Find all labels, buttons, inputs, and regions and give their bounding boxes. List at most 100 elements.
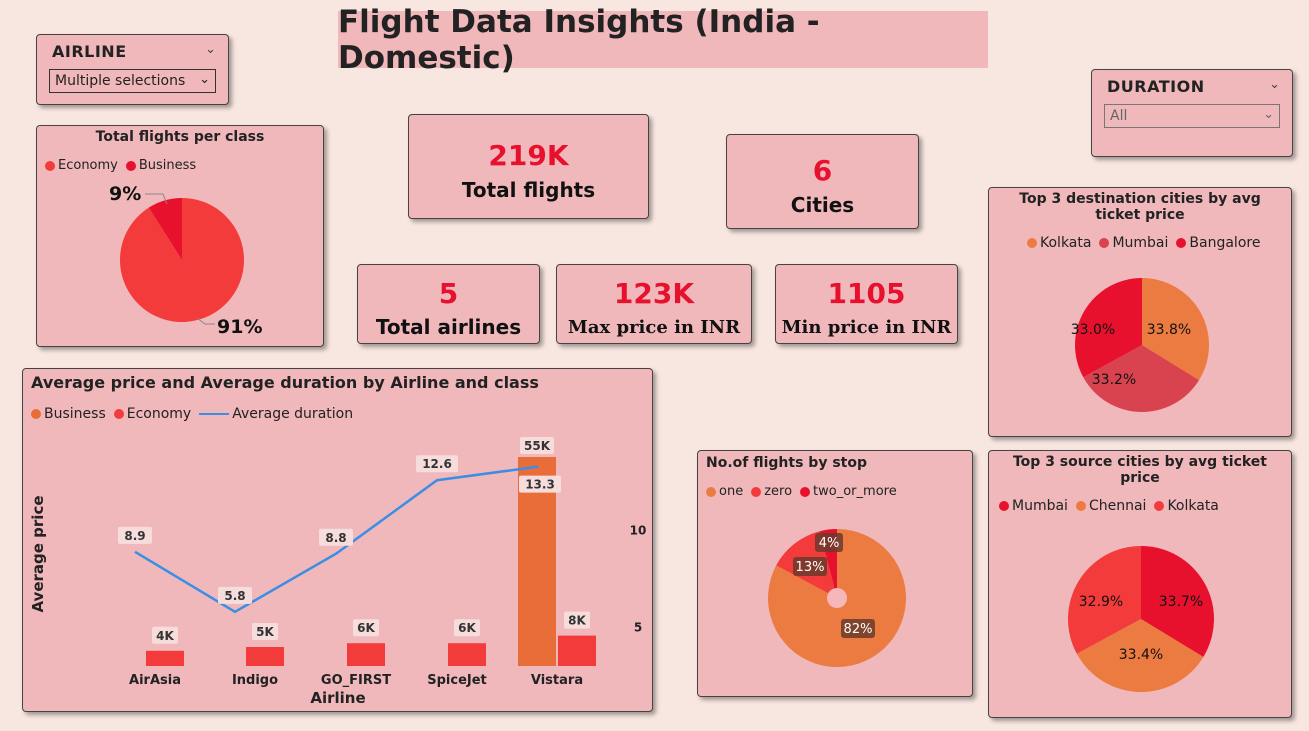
- legend-item[interactable]: two_or_more: [800, 484, 897, 499]
- legend-item[interactable]: Economy: [45, 158, 118, 173]
- dropdown-arrow-icon[interactable]: ⌄: [199, 72, 210, 87]
- slice-label: 33.2%: [1092, 372, 1136, 388]
- kpi-total-flights: 219K Total flights: [408, 114, 649, 219]
- x-tick-label: AirAsia: [129, 673, 181, 688]
- data-label-bg: [519, 475, 561, 493]
- data-label: 12.6: [422, 457, 452, 471]
- dest-pie-card: Top 3 destination cities by avg ticket p…: [988, 187, 1292, 437]
- legend-label: Chennai: [1088, 498, 1147, 514]
- legend-item[interactable]: zero: [751, 484, 792, 499]
- slice-label: 33.4%: [1119, 647, 1163, 663]
- chevron-down-icon[interactable]: ⌄: [1269, 77, 1280, 92]
- data-label: 13.3: [525, 478, 555, 492]
- legend-label: Kolkata: [1040, 235, 1092, 251]
- legend-item[interactable]: Business: [31, 406, 106, 422]
- bar-economy[interactable]: [448, 643, 486, 666]
- legend-item[interactable]: Mumbai: [1099, 235, 1168, 251]
- pie-slice-kolkata[interactable]: [1142, 278, 1209, 381]
- legend-label: Business: [44, 406, 106, 422]
- dropdown-arrow-icon[interactable]: ⌄: [1263, 107, 1274, 122]
- legend-label: two_or_more: [813, 484, 897, 499]
- duration-select-value: All: [1110, 108, 1128, 124]
- slice-label: 33.7%: [1159, 594, 1203, 610]
- slice-label: 4%: [819, 536, 840, 551]
- data-label-bg: [353, 619, 379, 637]
- legend-item[interactable]: Kolkata: [1154, 498, 1219, 514]
- kpi-cities-label: Cities: [790, 193, 855, 217]
- slice-label: 33.8%: [1147, 322, 1191, 338]
- legend-label: one: [719, 484, 744, 499]
- data-label-bg: [252, 623, 278, 640]
- pie-slice-mumbai[interactable]: [1083, 345, 1200, 412]
- duration-select[interactable]: All ⌄: [1104, 104, 1280, 128]
- class-pie-svg: 9% 91%: [109, 183, 262, 338]
- airline-select-value: Multiple selections: [55, 73, 186, 89]
- source-pie-card: Top 3 source cities by avg ticket price …: [988, 450, 1292, 718]
- pie-slice-business[interactable]: [148, 198, 182, 260]
- data-label-bg: [152, 626, 178, 644]
- legend-item[interactable]: Chennai: [1075, 498, 1147, 514]
- data-label: 4K: [156, 629, 174, 643]
- legend-label: Business: [138, 158, 197, 173]
- pie-slice-kolkata[interactable]: [1068, 546, 1141, 654]
- class-pie-card: Total flights per class Economy Business…: [36, 125, 324, 347]
- data-label-bg: [218, 586, 252, 604]
- source-pie-title: Top 3 source cities by avg ticket price: [1012, 454, 1267, 486]
- stop-pie-title: No.of flights by stop: [706, 455, 867, 471]
- data-label: 6K: [458, 621, 476, 635]
- legend-item[interactable]: Business: [125, 158, 197, 173]
- data-label-bg: [416, 455, 458, 473]
- pie-slice-chennai[interactable]: [1076, 619, 1204, 692]
- kpi-cities-value: 6: [812, 154, 833, 187]
- data-label-bg: [520, 437, 554, 454]
- data-label-bg: [118, 526, 152, 544]
- data-label: 8.8: [325, 531, 346, 545]
- chevron-down-icon[interactable]: ⌄: [205, 42, 216, 57]
- airline-slicer-label: AIRLINE: [52, 42, 127, 61]
- bar-economy[interactable]: [347, 643, 385, 666]
- kpi-max-price-value: 123K: [613, 277, 695, 310]
- bar-economy[interactable]: [558, 635, 596, 666]
- data-label-bg: [319, 528, 353, 546]
- legend-label: Economy: [58, 158, 118, 173]
- stop-pie-svg: 82% 13% 4%: [768, 529, 906, 667]
- stop-pie-card: No.of flights by stop one zero two_or_mo…: [697, 450, 973, 697]
- airline-select[interactable]: Multiple selections ⌄: [49, 69, 216, 93]
- bar-economy[interactable]: [146, 650, 184, 666]
- kpi-min-price: 1105 Min price in INR: [775, 264, 958, 344]
- airline-slicer[interactable]: AIRLINE ⌄ Multiple selections ⌄: [36, 34, 229, 105]
- class-pie-legend: Economy Business: [45, 158, 196, 173]
- duration-slicer[interactable]: DURATION ⌄ All ⌄: [1091, 69, 1293, 157]
- slice-label: 13%: [796, 560, 825, 575]
- dest-pie-legend: Kolkata Mumbai Bangalore: [1027, 235, 1260, 251]
- data-label-bg: [454, 619, 480, 637]
- legend-item[interactable]: Economy: [113, 406, 192, 422]
- legend-label: Economy: [126, 406, 192, 422]
- pie-slice-bangalore[interactable]: [1075, 278, 1142, 378]
- legend-item[interactable]: Bangalore: [1176, 235, 1260, 251]
- y2-tick-label: 10: [630, 524, 647, 538]
- source-pie-svg: 33.7% 33.4% 32.9%: [1068, 546, 1214, 692]
- legend-item[interactable]: one: [706, 484, 743, 499]
- data-label: 6K: [357, 621, 375, 635]
- x-axis-label: Airline: [310, 689, 365, 707]
- legend-item[interactable]: Average duration: [199, 406, 353, 422]
- legend-label: zero: [764, 484, 793, 499]
- legend-item[interactable]: Kolkata: [1027, 235, 1091, 251]
- data-label: 8.9: [124, 529, 145, 543]
- source-pie-legend: Mumbai Chennai Kolkata: [999, 498, 1219, 514]
- pie-slice-mumbai[interactable]: [1141, 546, 1214, 657]
- combo-chart-card: Average price and Average duration by Ai…: [22, 368, 653, 712]
- slice-label: 32.9%: [1079, 594, 1123, 610]
- combo-legend: Business Economy Average duration: [31, 406, 353, 422]
- legend-item[interactable]: Mumbai: [999, 498, 1068, 514]
- dest-pie-svg: 33.8% 33.2% 33.0%: [1071, 278, 1209, 412]
- x-tick-label: SpiceJet: [427, 673, 487, 688]
- x-tick-label: Indigo: [232, 673, 278, 688]
- slice-label: 91%: [217, 316, 262, 338]
- y-axis-label: Average price: [29, 495, 47, 612]
- data-label: 5K: [256, 625, 274, 639]
- kpi-max-price: 123K Max price in INR: [556, 264, 752, 344]
- bar-economy[interactable]: [246, 647, 284, 666]
- data-label-bg: [564, 611, 590, 629]
